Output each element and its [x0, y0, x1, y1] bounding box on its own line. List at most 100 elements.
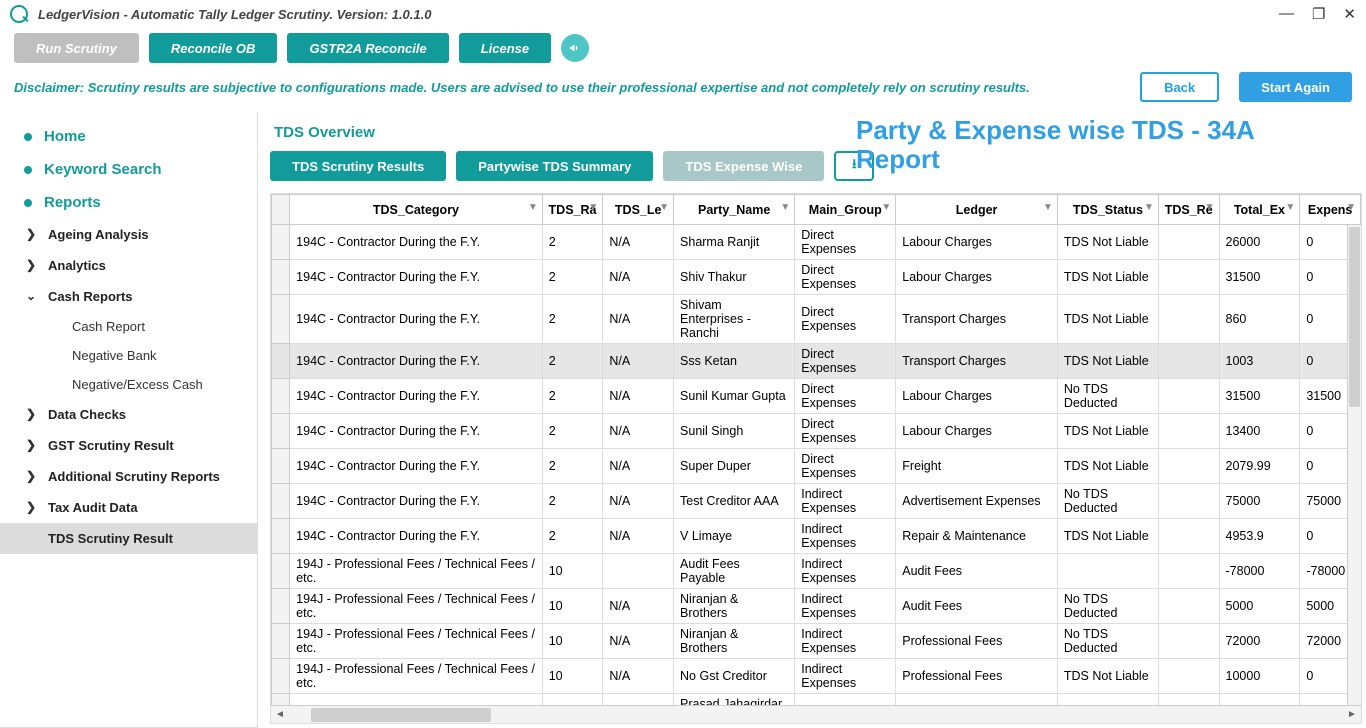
table-cell[interactable]: Direct Expenses: [795, 414, 896, 449]
reconcile-ob-button[interactable]: Reconcile OB: [149, 33, 278, 63]
table-cell[interactable]: [1057, 554, 1158, 589]
column-header[interactable]: TDS_Le▼: [603, 195, 674, 225]
horizontal-scrollbar[interactable]: ◄ ►: [271, 705, 1361, 723]
table-cell[interactable]: 194J - Professional Fees / Technical Fee…: [290, 624, 543, 659]
table-cell[interactable]: TDS Not Liable: [1057, 260, 1158, 295]
table-cell[interactable]: 10: [542, 554, 603, 589]
table-cell[interactable]: 2: [542, 344, 603, 379]
table-cell[interactable]: N/A: [603, 225, 674, 260]
table-cell[interactable]: [1158, 225, 1219, 260]
filter-icon[interactable]: ▼: [528, 202, 538, 213]
table-cell[interactable]: N/A: [603, 379, 674, 414]
scrollbar-thumb[interactable]: [311, 708, 491, 722]
table-cell[interactable]: Indirect Expenses: [795, 484, 896, 519]
sidebar-item-keyword-search[interactable]: Keyword Search: [0, 153, 257, 186]
table-row[interactable]: 194J - Professional Fees / Technical Fee…: [272, 624, 1361, 659]
table-cell[interactable]: 194J - Professional Fees / Technical Fee…: [290, 554, 543, 589]
table-cell[interactable]: N/A: [603, 295, 674, 344]
table-cell[interactable]: 194C - Contractor During the F.Y.: [290, 225, 543, 260]
table-cell[interactable]: 26000: [1219, 225, 1300, 260]
table-cell[interactable]: TDS Not Liable: [1057, 225, 1158, 260]
table-cell[interactable]: No TDS Deducted: [1057, 589, 1158, 624]
table-cell[interactable]: N/A: [603, 624, 674, 659]
table-cell[interactable]: Freight: [896, 449, 1058, 484]
table-cell[interactable]: [1158, 589, 1219, 624]
table-cell[interactable]: Labour Charges: [896, 414, 1058, 449]
table-cell[interactable]: Audit Fees Payable: [674, 554, 795, 589]
table-cell[interactable]: TDS Not Liable: [1057, 519, 1158, 554]
table-cell[interactable]: Direct Expenses: [795, 295, 896, 344]
table-cell[interactable]: Test Creditor AAA: [674, 484, 795, 519]
table-cell[interactable]: TDS Not Liable: [1057, 659, 1158, 694]
table-cell[interactable]: Sunil Singh: [674, 414, 795, 449]
filter-icon[interactable]: ▼: [1346, 202, 1356, 213]
table-cell[interactable]: N/A: [603, 519, 674, 554]
sidebar-item-cash-report[interactable]: Cash Report: [0, 312, 257, 341]
table-cell[interactable]: No TDS Deducted: [1057, 484, 1158, 519]
column-header[interactable]: Total_Ex▼: [1219, 195, 1300, 225]
start-again-button[interactable]: Start Again: [1239, 72, 1352, 102]
table-cell[interactable]: 2: [542, 449, 603, 484]
tab-tds-scrutiny-results[interactable]: TDS Scrutiny Results: [270, 151, 446, 181]
table-cell[interactable]: Labour Charges: [896, 379, 1058, 414]
table-cell[interactable]: 194J - Professional Fees / Technical Fee…: [290, 589, 543, 624]
table-cell[interactable]: Sharma Ranjit: [674, 225, 795, 260]
table-cell[interactable]: Transport Charges: [896, 295, 1058, 344]
sidebar-item-tax-audit-data[interactable]: ❯Tax Audit Data: [0, 492, 257, 523]
table-cell[interactable]: [1158, 344, 1219, 379]
tab-partywise-tds-summary[interactable]: Partywise TDS Summary: [456, 151, 653, 181]
table-cell[interactable]: [1158, 260, 1219, 295]
table-row[interactable]: 194C - Contractor During the F.Y.2N/AShi…: [272, 260, 1361, 295]
sidebar-item-additional-scrutiny-reports[interactable]: ❯Additional Scrutiny Reports: [0, 461, 257, 492]
table-cell[interactable]: [1158, 295, 1219, 344]
table-cell[interactable]: Shiv Thakur: [674, 260, 795, 295]
scrollbar-thumb[interactable]: [1349, 227, 1360, 407]
maximize-icon[interactable]: ❐: [1312, 5, 1325, 23]
table-cell[interactable]: Advertisement Expenses: [896, 484, 1058, 519]
table-cell[interactable]: 194C - Contractor During the F.Y.: [290, 519, 543, 554]
table-cell[interactable]: 194C - Contractor During the F.Y.: [290, 414, 543, 449]
table-cell[interactable]: 2: [542, 260, 603, 295]
table-cell[interactable]: N/A: [603, 589, 674, 624]
column-header[interactable]: Party_Name▼: [674, 195, 795, 225]
table-cell[interactable]: N/A: [603, 344, 674, 379]
table-cell[interactable]: Indirect Expenses: [795, 554, 896, 589]
table-cell[interactable]: [1158, 519, 1219, 554]
tab-tds-expense-wise[interactable]: TDS Expense Wise: [663, 151, 824, 181]
table-cell[interactable]: 1003: [1219, 344, 1300, 379]
table-cell[interactable]: N/A: [603, 449, 674, 484]
table-cell[interactable]: 194J - Professional Fees / Technical Fee…: [290, 659, 543, 694]
table-cell[interactable]: TDS Not Liable: [1057, 414, 1158, 449]
sidebar-item-negative-excess-cash[interactable]: Negative/Excess Cash: [0, 370, 257, 399]
table-cell[interactable]: Niranjan & Brothers: [674, 589, 795, 624]
table-cell[interactable]: 31500: [1219, 379, 1300, 414]
table-cell[interactable]: Super Duper: [674, 449, 795, 484]
table-cell[interactable]: V Limaye: [674, 519, 795, 554]
sidebar-item-home[interactable]: Home: [0, 120, 257, 153]
table-cell[interactable]: N/A: [603, 414, 674, 449]
sidebar-item-negative-bank[interactable]: Negative Bank: [0, 341, 257, 370]
table-cell[interactable]: 2: [542, 484, 603, 519]
table-cell[interactable]: Sunil Kumar Gupta: [674, 379, 795, 414]
table-cell[interactable]: 4953.9: [1219, 519, 1300, 554]
sidebar-item-gst-scrutiny-result[interactable]: ❯GST Scrutiny Result: [0, 430, 257, 461]
table-cell[interactable]: [1158, 414, 1219, 449]
table-cell[interactable]: Direct Expenses: [795, 260, 896, 295]
table-cell[interactable]: [1158, 624, 1219, 659]
table-cell[interactable]: Niranjan & Brothers: [674, 624, 795, 659]
table-cell[interactable]: 2: [542, 295, 603, 344]
data-grid[interactable]: TDS_Category▼TDS_Ra▼TDS_Le▼Party_Name▼Ma…: [270, 193, 1362, 724]
table-cell[interactable]: 72000: [1219, 624, 1300, 659]
table-row[interactable]: 194C - Contractor During the F.Y.2N/AShi…: [272, 295, 1361, 344]
table-cell[interactable]: 13400: [1219, 414, 1300, 449]
table-cell[interactable]: 10000: [1219, 659, 1300, 694]
table-cell[interactable]: N/A: [603, 260, 674, 295]
table-cell[interactable]: [1158, 659, 1219, 694]
table-cell[interactable]: 2079.99: [1219, 449, 1300, 484]
scroll-right-icon[interactable]: ►: [1343, 706, 1361, 724]
table-cell[interactable]: No TDS Deducted: [1057, 379, 1158, 414]
table-cell[interactable]: 10: [542, 659, 603, 694]
table-row[interactable]: 194J - Professional Fees / Technical Fee…: [272, 554, 1361, 589]
table-cell[interactable]: Repair & Maintenance: [896, 519, 1058, 554]
table-row[interactable]: 194C - Contractor During the F.Y.2N/ASss…: [272, 344, 1361, 379]
